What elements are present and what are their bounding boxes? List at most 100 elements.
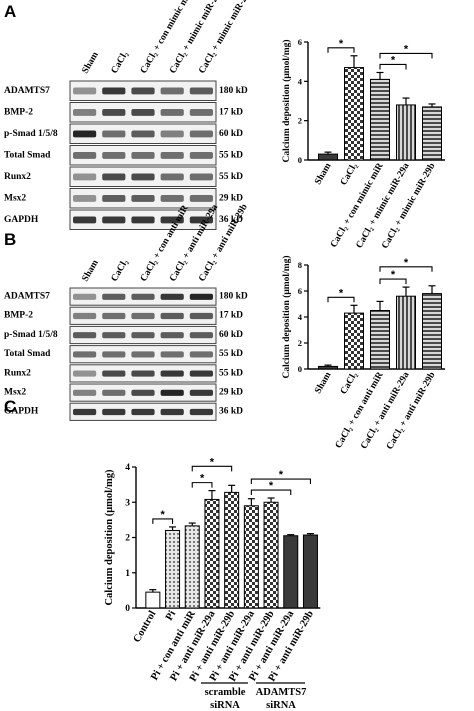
blot-band	[102, 332, 126, 339]
blot-band	[73, 152, 97, 159]
x-category-label: Sham	[313, 161, 333, 186]
blot-band	[160, 130, 184, 138]
blot-band	[189, 87, 213, 95]
blot-band	[102, 312, 126, 320]
blot-band	[131, 351, 155, 358]
blot-band	[189, 173, 213, 181]
x-category-label: CaCl₂	[339, 370, 360, 396]
significance-star: *	[161, 509, 166, 521]
panel-letter-a: A	[4, 2, 16, 21]
blot-row-label: Msx2	[4, 193, 26, 203]
blot-band	[160, 173, 184, 181]
significance-bracket	[250, 489, 292, 496]
bar	[370, 78, 390, 161]
blot-kd-label: 55 kD	[219, 150, 243, 160]
y-axis-title: Calcium deposition (μmol/mg)	[281, 39, 292, 162]
blot-kd-label: 60 kD	[219, 330, 243, 340]
x-category-label: CaCl₂	[339, 161, 360, 187]
y-tick-label: 0	[298, 155, 302, 165]
blot-band	[73, 370, 97, 377]
blot-kd-label: 55 kD	[219, 172, 243, 182]
blot-band	[160, 216, 184, 224]
blot-kd-label: 180 kD	[219, 292, 248, 302]
blot-band	[73, 195, 97, 202]
significance-bracket	[152, 518, 174, 524]
blot-kd-label: 17 kD	[219, 107, 243, 117]
bar	[396, 295, 416, 370]
blot-band	[189, 130, 213, 138]
y-tick-label: 0	[298, 364, 302, 374]
blot-kd-label: 36 kD	[219, 215, 243, 225]
blot-band	[102, 152, 126, 159]
blot-band	[73, 109, 97, 116]
blot-kd-label: 29 kD	[219, 388, 243, 398]
blot-band	[131, 173, 155, 181]
blot-band	[131, 87, 155, 95]
significance-bracket	[379, 278, 407, 285]
y-axis-title: Calcium deposition (μmol/mg)	[104, 469, 115, 606]
blot-row-label: ADAMTS7	[4, 292, 50, 302]
blot-band	[102, 130, 126, 138]
blot-band	[102, 109, 126, 116]
x-category-label: CaCl₂ + anti miR-29b	[385, 371, 438, 452]
blot-band	[160, 312, 184, 320]
y-tick-label: 4	[298, 312, 303, 322]
y-tick-label: 8	[298, 260, 302, 270]
group-label-adamts7: ADAMTS7	[256, 687, 307, 698]
blot-kd-label: 29 kD	[219, 193, 243, 203]
blot-band	[189, 408, 213, 416]
significance-bracket	[191, 465, 233, 472]
x-category-label: CaCl₂ + anti miR-29a	[359, 370, 411, 451]
blot-row-label: Total Smad	[4, 349, 51, 359]
blot-band	[160, 195, 184, 202]
blot-band	[131, 293, 155, 300]
blot-band	[131, 312, 155, 320]
significance-star: *	[269, 480, 274, 492]
blot-row-label: BMP-2	[4, 311, 33, 321]
blot-band	[131, 195, 155, 202]
bar	[422, 293, 442, 370]
significance-star: *	[404, 43, 409, 55]
blot-row-label: Runx2	[4, 368, 31, 378]
blot-band	[189, 332, 213, 339]
blot-band	[131, 216, 155, 224]
blot-band	[73, 389, 97, 396]
bar	[204, 498, 220, 609]
y-tick-label: 2	[298, 338, 302, 348]
significance-star: *	[339, 287, 344, 299]
blot-band	[131, 370, 155, 377]
blot-band	[160, 152, 184, 159]
blot-band	[73, 332, 97, 339]
y-axis-title: Calcium deposition (μmol/mg)	[281, 255, 292, 378]
blot-kd-label: 180 kD	[219, 86, 248, 96]
blot-band	[73, 87, 97, 95]
blot-band	[160, 389, 184, 396]
blot-band	[73, 130, 97, 138]
bar	[184, 525, 200, 609]
bar-chart-c: 0 1 2 3 4 Calcium deposition (μmol/mg) Control…	[104, 456, 321, 684]
blot-band	[102, 173, 126, 181]
group-sublabel-adamts7: siRNA	[266, 700, 296, 711]
blot-row-label: Runx2	[4, 172, 31, 182]
significance-bracket	[250, 478, 311, 485]
blot-band	[189, 312, 213, 320]
blot-band	[102, 370, 126, 377]
blot-row-label: GAPDH	[4, 407, 39, 417]
blot-band	[102, 195, 126, 202]
significance-star: *	[210, 456, 215, 468]
blot-row-label: ADAMTS7	[4, 86, 50, 96]
blot-row-label: GAPDH	[4, 215, 39, 225]
blot-band	[102, 389, 126, 396]
blot-band	[160, 109, 184, 116]
blot-lane-label: Sham	[81, 258, 101, 283]
bar	[318, 153, 338, 161]
x-category-label: Sham	[313, 370, 333, 395]
bar	[422, 106, 442, 161]
blot-band	[102, 293, 126, 300]
y-tick-label: 0	[125, 604, 130, 614]
significance-bracket	[379, 63, 407, 70]
blot-band	[73, 351, 97, 358]
blot-band	[189, 152, 213, 159]
